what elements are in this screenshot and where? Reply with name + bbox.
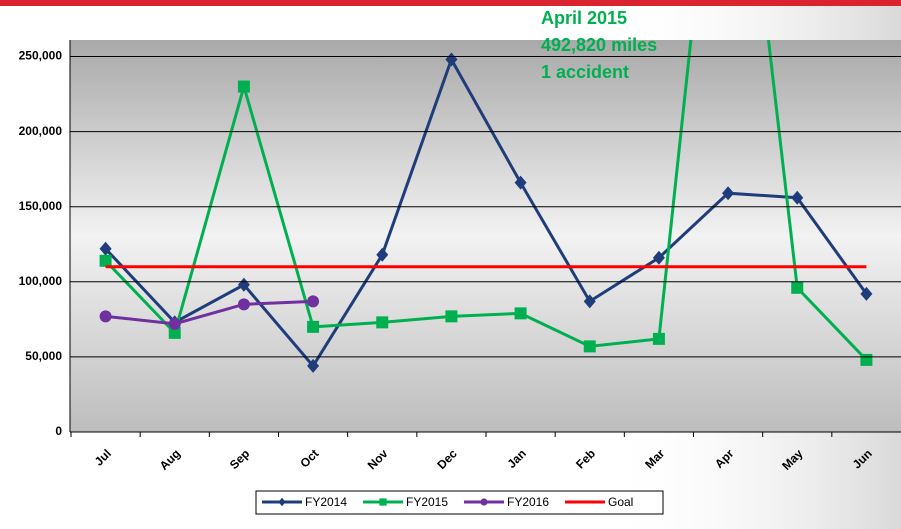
circle-marker xyxy=(168,317,181,330)
legend-label: Goal xyxy=(608,495,633,509)
annotation: 492,820 miles xyxy=(541,35,657,55)
diamond-marker xyxy=(652,250,665,265)
y-tick-label: 100,000 xyxy=(19,274,63,288)
series-line xyxy=(105,299,314,326)
legend xyxy=(255,490,664,515)
diamond-marker xyxy=(99,241,112,256)
diamond-marker xyxy=(722,186,735,201)
square-marker xyxy=(652,332,665,345)
plot-area xyxy=(70,40,901,432)
x-tick-label: Aug xyxy=(157,446,183,472)
circle-marker xyxy=(99,310,112,323)
diamond-marker xyxy=(376,247,389,262)
y-tick-label: 150,000 xyxy=(19,199,63,213)
annotation: 1 accident xyxy=(541,62,629,82)
x-tick-label: Jul xyxy=(92,446,114,468)
square-marker xyxy=(445,310,458,323)
annotation: April 2015 xyxy=(541,8,627,28)
x-tick-label: Oct xyxy=(297,446,321,470)
series-line xyxy=(104,40,868,361)
square-marker xyxy=(376,316,389,329)
x-tick-label: Feb xyxy=(573,446,598,471)
y-tick-label: 200,000 xyxy=(19,124,63,138)
y-tick-label: 250,000 xyxy=(19,49,63,63)
diamond-marker xyxy=(278,497,286,507)
top-bar xyxy=(0,0,901,6)
y-tick-label: 0 xyxy=(55,424,62,438)
square-marker xyxy=(860,353,873,366)
diamond-marker xyxy=(514,175,527,190)
circle-marker xyxy=(480,498,488,506)
series-line xyxy=(104,55,868,369)
y-tick-label: 50,000 xyxy=(25,349,62,363)
square-marker xyxy=(791,281,804,294)
legend-label: FY2016 xyxy=(507,495,549,509)
series-layer xyxy=(99,40,873,373)
circle-marker xyxy=(237,298,250,311)
diamond-marker xyxy=(583,294,596,309)
square-marker xyxy=(379,498,387,506)
diamond-marker xyxy=(307,358,320,373)
legend-label: FY2015 xyxy=(406,495,448,509)
circle-marker xyxy=(307,295,320,308)
square-marker xyxy=(168,326,181,339)
square-marker xyxy=(514,307,527,320)
legend-label: FY2014 xyxy=(305,495,347,509)
square-marker xyxy=(307,320,320,333)
square-marker xyxy=(99,254,112,267)
x-tick-label: Nov xyxy=(365,446,391,472)
square-marker xyxy=(583,340,596,353)
x-tick-label: Jan xyxy=(504,446,529,471)
square-marker xyxy=(237,80,250,93)
diamond-marker xyxy=(791,190,804,205)
diamond-marker xyxy=(860,286,873,301)
x-tick-label: Dec xyxy=(434,446,460,472)
x-tick-label: Sep xyxy=(227,446,252,471)
